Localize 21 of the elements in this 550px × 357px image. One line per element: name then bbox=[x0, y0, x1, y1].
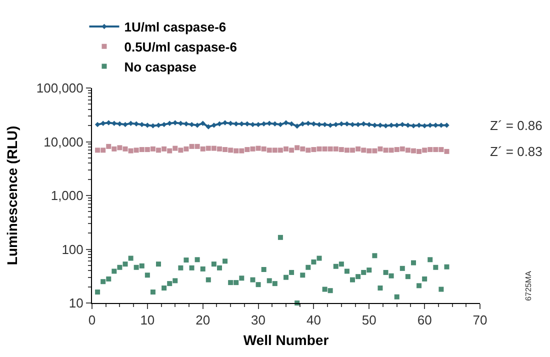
y-axis-title: Luminescence (RLU) bbox=[4, 126, 20, 266]
x-tick-label: 60 bbox=[417, 312, 432, 328]
y-tick-label: 10,000 bbox=[44, 134, 84, 150]
x-tick-label: 40 bbox=[306, 312, 321, 328]
text: Z´ = 0.83 bbox=[490, 144, 542, 159]
x-tick-label: 70 bbox=[472, 312, 488, 328]
y-tick-label: 100,000 bbox=[36, 80, 84, 96]
text: 6725MA bbox=[524, 270, 533, 301]
text: Z´ = 0.86 bbox=[490, 118, 542, 133]
legend-label: No caspase bbox=[124, 59, 197, 74]
x-tick-label: 30 bbox=[251, 312, 266, 328]
legend-label: 1U/ml caspase-6 bbox=[124, 20, 226, 35]
y-tick-label: 1,000 bbox=[50, 188, 84, 204]
legend-label: 0.5U/ml caspase-6 bbox=[124, 39, 237, 54]
x-tick-label: 50 bbox=[362, 312, 376, 328]
x-axis-title: Well Number bbox=[243, 332, 330, 348]
y-tick-label: 10 bbox=[68, 296, 84, 311]
x-tick-label: 0 bbox=[88, 312, 96, 328]
x-tick-label: 20 bbox=[196, 312, 210, 328]
y-tick-label: 100 bbox=[62, 242, 84, 257]
x-tick-label: 10 bbox=[140, 312, 155, 328]
